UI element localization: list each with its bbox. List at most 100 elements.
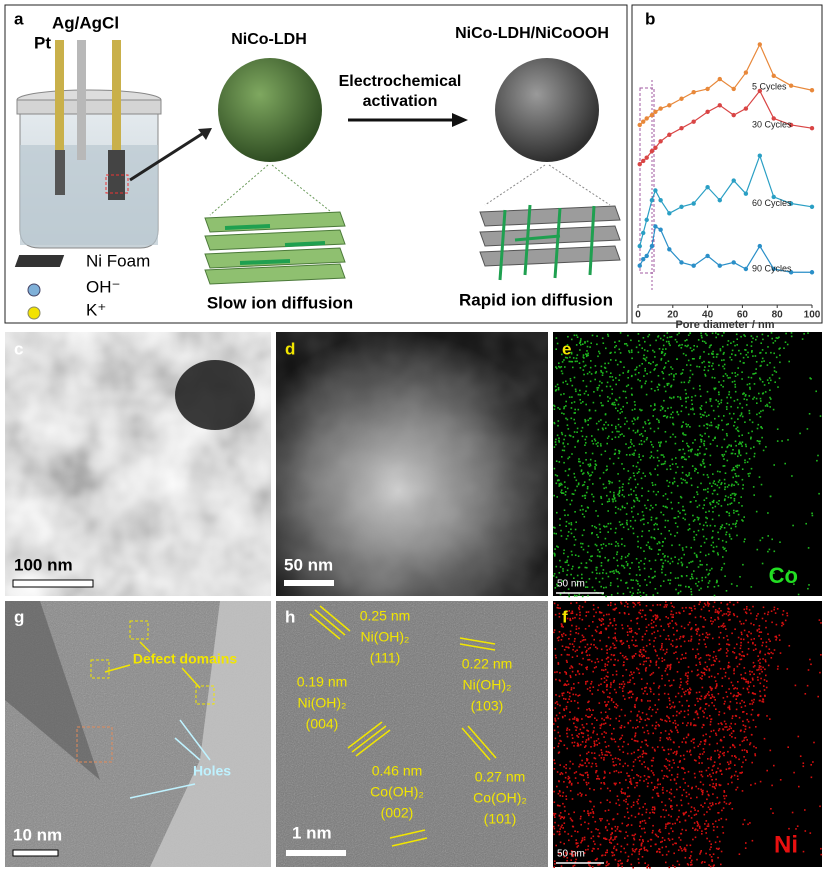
eds-dot [756,548,759,551]
eds-dot [751,421,754,424]
eds-dot [651,443,653,446]
eds-dot [717,426,719,428]
eds-dot [703,424,705,427]
eds-dot [619,830,622,833]
eds-dot [733,694,735,697]
eds-dot [758,625,761,627]
eds-dot [577,736,580,738]
eds-dot [757,679,759,681]
eds-dot [715,708,717,710]
eds-dot [613,572,615,574]
eds-dot [722,807,725,809]
eds-dot [669,465,671,467]
eds-dot [611,402,614,404]
eds-dot [651,632,653,635]
eds-dot [761,427,763,430]
eds-dot [721,826,724,828]
eds-dot [633,850,636,853]
eds-dot [597,864,599,866]
eds-dot [675,471,677,474]
eds-dot [587,507,589,509]
eds-dot [634,449,637,452]
eds-dot [600,445,602,447]
eds-dot [753,665,756,667]
eds-dot [770,808,772,810]
eds-dot [760,410,762,413]
eds-dot [665,720,668,723]
eds-dot [705,820,708,822]
eds-dot [755,618,758,620]
eds-dot [695,813,698,816]
eds-dot [595,544,598,547]
eds-dot [585,741,587,743]
eds-dot [569,790,572,792]
eds-dot [681,767,683,769]
eds-dot [697,787,700,790]
eds-dot [712,356,715,358]
eds-dot [608,648,611,650]
eds-map [553,601,822,867]
eds-dot [586,759,588,762]
eds-dot [605,675,608,677]
eds-dot [650,845,652,847]
eds-dot [577,439,579,442]
eds-dot [598,863,601,866]
eds-dot [635,639,637,642]
eds-dot [663,692,666,695]
eds-dot [625,385,628,388]
eds-dot [761,436,763,439]
eds-dot [657,375,660,377]
eds-dot [580,430,583,432]
pointer [129,719,211,799]
eds-dot [775,356,778,359]
lattice-label: (004) [306,716,339,732]
eds-dot [744,725,747,728]
eds-dot [688,562,690,564]
eds-dot [639,779,641,782]
eds-dot [661,677,663,680]
eds-dot [613,498,616,500]
eds-dot [703,724,705,726]
eds-dot [607,864,609,866]
eds-dot [577,670,579,672]
eds-dot [671,774,673,776]
eds-dot [705,448,708,450]
eds-dot [596,733,598,736]
eds-dot [673,779,676,781]
eds-dot [769,749,772,752]
eds-dot [709,443,712,445]
eds-dot [653,403,656,405]
eds-dot [553,532,556,535]
eds-dot [574,638,576,640]
eds-dot [741,378,743,380]
eds-dot [602,543,605,545]
eds-dot [681,425,683,427]
x-tick-label: 60 [737,310,749,321]
eds-dot [622,592,625,595]
eds-dot [658,828,661,831]
eds-dot [590,680,593,683]
eds-dot [680,804,683,807]
eds-dot [666,506,668,509]
eds-dot [748,631,750,633]
eds-dot [673,796,676,798]
eds-dot [601,404,603,407]
eds-dot [603,681,606,683]
eds-dot [583,373,585,376]
eds-dot [554,555,556,557]
eds-dot [733,424,735,427]
eds-dot [648,333,651,336]
eds-dot [626,631,629,633]
eds-dot [618,450,621,453]
eds-dot [584,762,586,764]
eds-dot [623,567,626,569]
eds-dot [733,687,735,690]
eds-dot [617,860,620,862]
eds-dot [723,712,726,715]
eds-dot [671,560,674,563]
eds-dot [715,778,717,781]
eds-dot [657,388,659,391]
eds-dot [713,586,716,588]
eds-dot [593,667,596,669]
eds-dot [553,801,556,803]
